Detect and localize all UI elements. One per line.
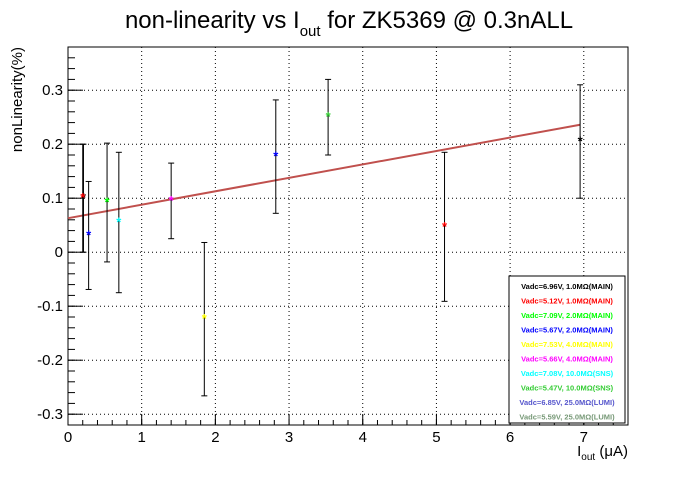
- y-tick-label: -0.1: [37, 298, 63, 315]
- chart-title-rest: for ZK5369 @ 0.3nALL: [321, 7, 574, 34]
- x-tick-label: 2: [211, 429, 219, 446]
- data-point: *: [104, 142, 111, 263]
- data-marker: *: [81, 190, 87, 205]
- legend-entry: Vadc=7.09V, 2.0MΩ(MAIN): [521, 311, 613, 320]
- data-marker: *: [86, 227, 92, 242]
- legend-entry: Vadc=5.66V, 4.0MΩ(MAIN): [521, 355, 613, 364]
- data-marker: *: [326, 109, 332, 124]
- x-tick-label: 6: [506, 429, 514, 446]
- chart-title: non-linearity vs Iout for ZK5369 @ 0.3nA…: [125, 7, 573, 40]
- chart-title-subscript: out: [300, 23, 322, 40]
- x-tick-label: 3: [285, 429, 293, 446]
- x-tick-label: 7: [580, 429, 588, 446]
- x-tick-label: 5: [432, 429, 440, 446]
- x-axis-label-unit: (μA): [595, 443, 628, 460]
- y-tick-label: 0.1: [42, 190, 63, 207]
- data-point: *: [441, 151, 448, 302]
- x-tick-label: 0: [64, 429, 72, 446]
- y-axis-label: nonLinearity(%): [9, 47, 26, 152]
- x-axis-label-main: I: [577, 443, 581, 460]
- data-marker: *: [80, 190, 86, 205]
- legend-box: [508, 275, 626, 424]
- x-axis-label: Iout (μA): [577, 443, 628, 463]
- data-point: *: [79, 143, 86, 253]
- data-marker: *: [578, 134, 584, 149]
- x-tick-label: 4: [359, 429, 367, 446]
- y-tick-label: 0.3: [42, 82, 63, 99]
- x-axis-label-subscript: out: [581, 452, 595, 463]
- data-marker: *: [442, 219, 448, 234]
- data-marker: *: [116, 215, 122, 230]
- data-marker: *: [202, 311, 208, 326]
- legend-entry: Vadc=7.53V, 4.0MΩ(MAIN): [521, 340, 613, 349]
- y-tick-label: -0.2: [37, 352, 63, 369]
- y-tick-label: -0.3: [37, 406, 63, 423]
- legend-entry: Vadc=6.96V, 1.0MΩ(MAIN): [521, 282, 613, 291]
- legend-entry: Vadc=6.85V, 25.0MΩ(LUMI): [519, 398, 615, 407]
- chart-title-main: non-linearity vs I: [125, 7, 300, 34]
- legend-entry: Vadc=5.59V, 25.0MΩ(LUMI): [519, 413, 615, 422]
- data-point: *: [201, 241, 208, 397]
- y-tick-label: 0: [55, 244, 63, 261]
- data-marker: *: [273, 149, 279, 164]
- x-tick-label: 1: [138, 429, 146, 446]
- fit-line: [67, 123, 581, 220]
- y-tick-label: 0.2: [42, 136, 63, 153]
- legend-entry: Vadc=5.12V, 1.0MΩ(MAIN): [521, 297, 613, 306]
- data-point: *: [577, 84, 584, 199]
- data-point: *: [272, 99, 279, 214]
- data-point: *: [325, 78, 332, 156]
- data-point: *: [85, 180, 92, 290]
- legend-entry: Vadc=7.08V, 10.0MΩ(SNS): [521, 369, 614, 378]
- data-marker: *: [169, 193, 175, 208]
- data-point: *: [115, 151, 122, 294]
- legend-entry: Vadc=5.47V, 10.0MΩ(SNS): [521, 384, 614, 393]
- data-marker: *: [105, 195, 111, 210]
- data-point: *: [168, 162, 175, 240]
- legend: Vadc=6.96V, 1.0MΩ(MAIN) Vadc=5.12V, 1.0MΩ…: [508, 275, 626, 424]
- legend-entry: Vadc=5.67V, 2.0MΩ(MAIN): [521, 326, 613, 335]
